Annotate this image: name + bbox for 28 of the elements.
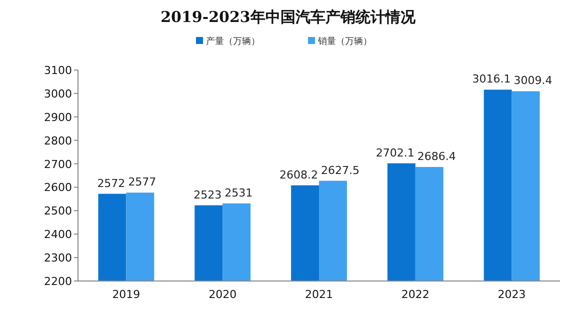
y-tick-label: 2600	[44, 181, 72, 194]
y-tick-label: 2800	[44, 134, 72, 148]
data-label: 2577	[128, 176, 156, 189]
y-tick-label: 2300	[44, 252, 72, 265]
data-label: 2608.2	[280, 168, 318, 182]
data-label: 2686.4	[417, 150, 456, 163]
data-label: 3009.4	[514, 74, 552, 88]
data-label: 2572	[97, 176, 126, 190]
legend-label: 销量（万辆）	[317, 36, 372, 47]
legend-label: 产量（万辆）	[206, 36, 260, 47]
y-tick-label: 2400	[44, 228, 72, 242]
y-tick-label: 2900	[44, 110, 72, 124]
x-tick-label: 2022	[401, 288, 430, 301]
y-tick-label: 2700	[44, 158, 72, 171]
data-label: 2627.5	[321, 164, 360, 177]
x-tick-label: 2021	[305, 288, 333, 301]
x-tick-label: 2023	[498, 288, 526, 301]
y-tick-label: 3100	[44, 64, 72, 77]
y-tick-label: 2500	[44, 204, 72, 218]
y-tick-label: 2200	[44, 275, 72, 288]
chart-title: 2019-2023年中国汽车产销统计情况	[160, 8, 416, 26]
data-label: 3016.1	[472, 72, 511, 86]
y-tick-label: 3000	[44, 87, 72, 100]
data-label: 2531	[224, 186, 253, 200]
data-label: 2702.1	[376, 146, 414, 160]
x-tick-label: 2019	[112, 288, 140, 301]
x-tick-label: 2020	[208, 288, 237, 301]
data-label: 2523	[194, 188, 222, 202]
